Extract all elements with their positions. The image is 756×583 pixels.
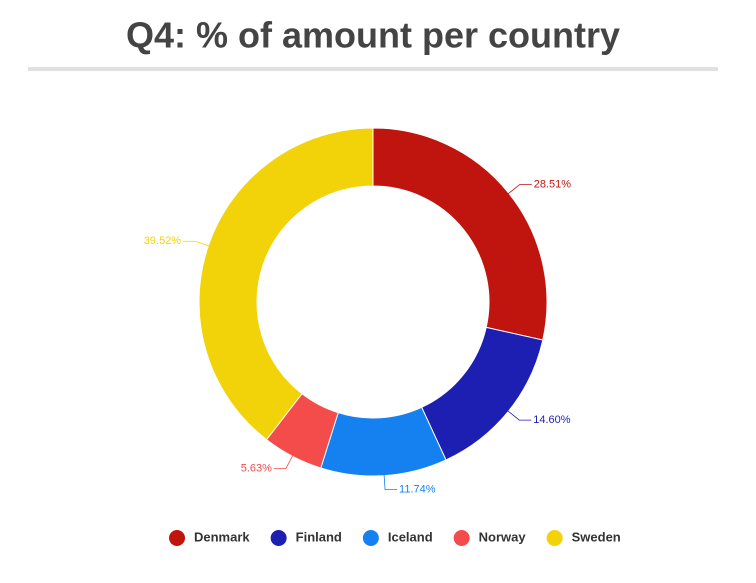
- legend-label: Finland: [296, 529, 342, 544]
- leader-line: [383, 473, 398, 491]
- leader-line: [273, 454, 294, 470]
- legend-marker: [270, 530, 287, 546]
- title-underline: [28, 67, 718, 71]
- legend-label: Norway: [479, 529, 527, 544]
- value-label: 5.63%: [241, 463, 272, 475]
- legend-marker: [453, 530, 470, 546]
- legend-marker: [362, 530, 379, 546]
- value-label: 14.60%: [533, 414, 571, 426]
- value-label: 28.51%: [534, 178, 572, 190]
- donut-slice: [421, 326, 544, 461]
- leader-line: [506, 409, 532, 421]
- legend-label: Denmark: [194, 529, 250, 544]
- donut-slice: [198, 127, 374, 441]
- donut-slice: [372, 127, 548, 341]
- legend-label: Sweden: [572, 529, 621, 544]
- leader-line: [507, 184, 532, 195]
- value-label: 39.52%: [144, 235, 182, 247]
- legend-marker: [546, 530, 563, 546]
- legend-label: Iceland: [388, 529, 433, 544]
- chart-title: Q4: % of amount per country: [126, 15, 620, 56]
- leader-line: [183, 240, 211, 247]
- legend-marker: [169, 530, 185, 546]
- value-label: 11.74%: [399, 484, 436, 496]
